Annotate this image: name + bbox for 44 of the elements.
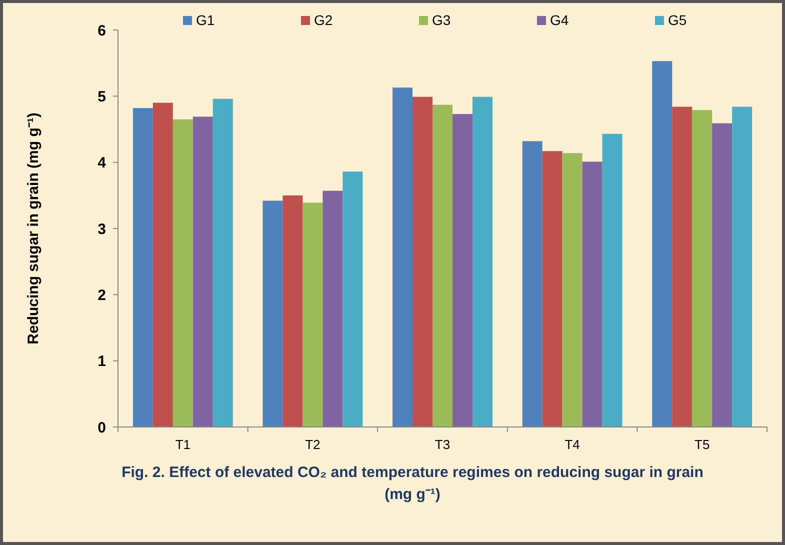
bar <box>542 151 562 427</box>
bar <box>732 106 752 427</box>
legend-label: G1 <box>196 12 215 28</box>
y-axis-title: Reducing sugar in grain (mg g⁻¹) <box>25 112 42 344</box>
bar <box>452 114 472 427</box>
bar <box>172 119 193 427</box>
x-tick-label: T4 <box>564 437 580 452</box>
legend-label: G4 <box>550 12 569 28</box>
bar <box>192 116 213 427</box>
bar <box>302 202 323 427</box>
text: Fig. 2. Effect of elevated CO₂ and temperature regimes on reducing sugar in grain (mg g⁻¹) <box>122 464 704 503</box>
bar <box>152 102 173 427</box>
bar <box>132 108 153 427</box>
bar <box>672 106 692 427</box>
bar <box>392 88 413 427</box>
bar <box>562 153 582 427</box>
bar <box>262 200 283 427</box>
bar <box>322 190 343 427</box>
y-tick-label: 0 <box>98 419 106 436</box>
y-tick-label: 2 <box>98 286 106 304</box>
bar <box>602 134 622 427</box>
bar <box>282 195 303 427</box>
legend-label: G5 <box>668 12 687 28</box>
y-tick-label: 4 <box>98 154 107 172</box>
y-tick-label: 6 <box>98 22 106 40</box>
bar <box>582 162 602 427</box>
y-tick-label: 3 <box>98 220 106 238</box>
bar <box>712 123 732 427</box>
bar <box>472 96 492 427</box>
y-tick-label: 1 <box>98 353 106 370</box>
bar <box>432 104 452 427</box>
bar <box>212 98 233 427</box>
bar <box>342 172 363 427</box>
bar <box>652 61 672 427</box>
x-tick-label: T1 <box>175 437 190 452</box>
x-tick-label: T5 <box>694 437 710 452</box>
x-tick-label: T2 <box>305 437 320 452</box>
bar <box>692 110 712 427</box>
legend-label: G2 <box>314 12 333 28</box>
bar <box>522 141 542 427</box>
y-tick-label: 5 <box>98 88 106 106</box>
bar <box>412 96 433 427</box>
legend-label: G3 <box>432 12 451 28</box>
x-tick-label: T3 <box>434 437 450 452</box>
